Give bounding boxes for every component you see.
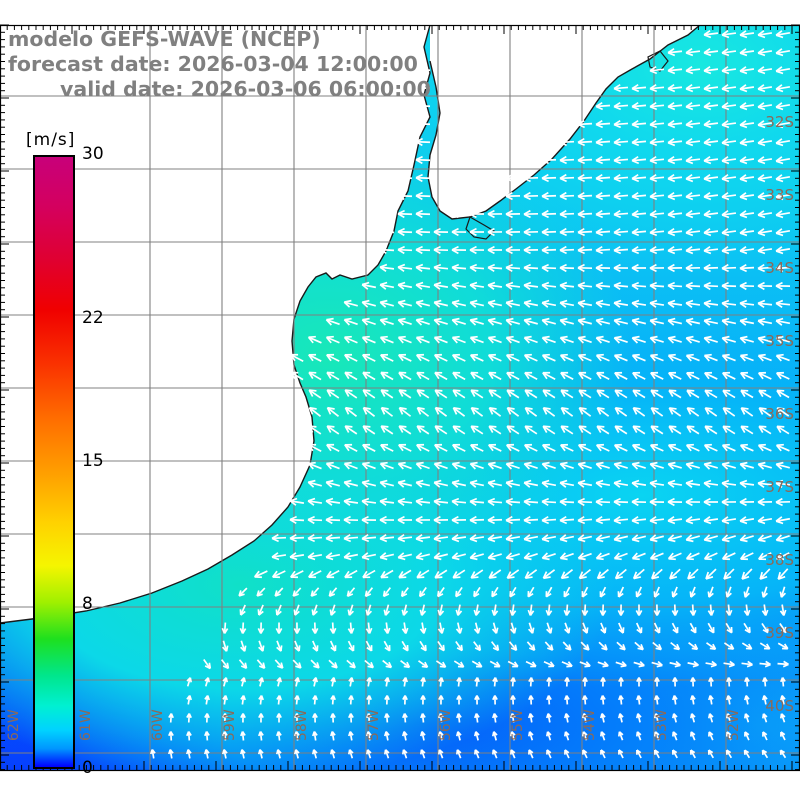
longitude-label-59W: 59W — [222, 709, 238, 741]
colorbar-unit-label: [m/s] — [26, 130, 76, 150]
latitude-label-39S: 39S — [765, 624, 794, 642]
latitude-label-37S: 37S — [765, 478, 794, 496]
latitude-label-35S: 35S — [765, 332, 794, 350]
latitude-label-32S: 32S — [765, 113, 794, 131]
longitude-label-60W: 60W — [150, 709, 166, 741]
longitude-label-52W: 52W — [726, 709, 742, 741]
latitude-label-34S: 34S — [765, 259, 794, 277]
longitude-label-53W: 53W — [654, 709, 670, 741]
latitude-label-33S: 33S — [765, 186, 794, 204]
latitude-label-38S: 38S — [765, 551, 794, 569]
coastline-riverplate-detail — [465, 216, 495, 240]
longitude-label-54W: 54W — [582, 709, 598, 741]
map-plot-area: 32S33S34S35S36S37S38S39S40S41S 62W61W60W… — [0, 25, 800, 770]
colorbar — [33, 155, 75, 769]
land-coastline-layer — [0, 25, 701, 624]
colorbar-tick-15: 15 — [82, 451, 104, 471]
colorbar-tick-30: 30 — [82, 144, 104, 164]
colorbar-tick-22: 22 — [82, 307, 104, 328]
longitude-label-57W: 57W — [366, 709, 382, 741]
colorbar-gradient — [35, 157, 73, 767]
longitude-label-56W: 56W — [438, 709, 454, 741]
colorbar-tick-8: 8 — [82, 594, 93, 615]
land-mask-northeast — [428, 25, 700, 219]
latitude-label-40S: 40S — [765, 697, 794, 715]
longitude-label-61W: 61W — [78, 709, 94, 741]
latitude-label-36S: 36S — [765, 405, 794, 423]
longitude-label-62W: 62W — [6, 709, 22, 741]
longitude-label-55W: 55W — [510, 709, 526, 741]
longitude-label-58W: 58W — [294, 709, 310, 741]
colorbar-tick-0: 0 — [82, 758, 93, 778]
